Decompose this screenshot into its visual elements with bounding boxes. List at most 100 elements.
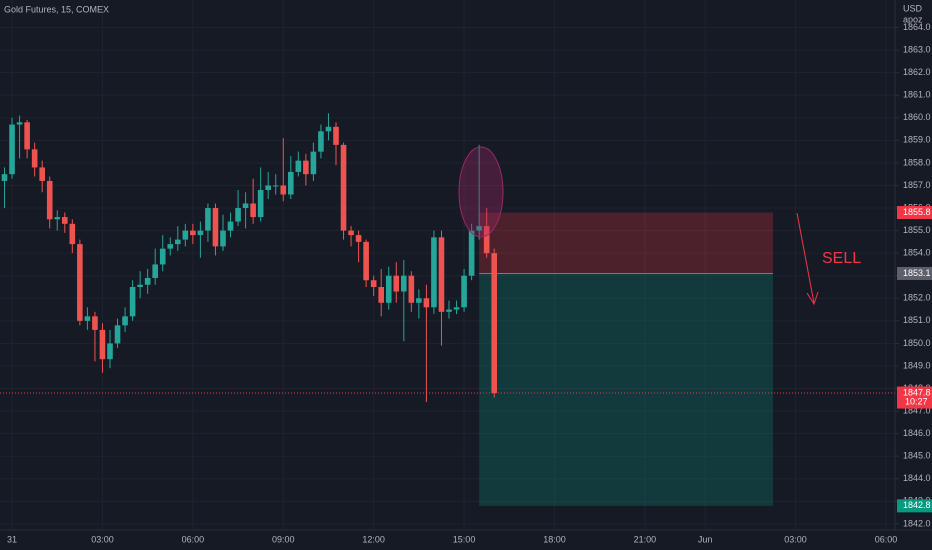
x-tick-label: 18:00 bbox=[543, 534, 566, 544]
currency: USD bbox=[903, 3, 923, 13]
candle-body bbox=[363, 241, 369, 281]
x-tick-label: 03:00 bbox=[91, 534, 114, 544]
candle-body bbox=[16, 122, 23, 125]
x-tick-label: 06:00 bbox=[875, 534, 898, 544]
axes: 1842.01843.01844.01845.01846.01847.01848… bbox=[7, 22, 932, 544]
y-tick-label: 1854.0 bbox=[903, 248, 931, 258]
candle-body bbox=[303, 160, 309, 175]
candle-body bbox=[159, 248, 166, 265]
candle-body bbox=[280, 185, 287, 195]
y-tick-label: 1847.0 bbox=[903, 405, 931, 415]
candle-body bbox=[333, 126, 339, 145]
stop-zone bbox=[479, 212, 773, 274]
candle-body bbox=[129, 286, 136, 317]
y-tick-label: 1844.0 bbox=[903, 473, 931, 483]
candle-body bbox=[46, 180, 53, 220]
candle-body bbox=[190, 230, 196, 236]
candle-body bbox=[197, 230, 204, 236]
candle-body bbox=[431, 237, 437, 308]
price-tag-label: 1842.8 bbox=[903, 500, 931, 510]
candle-body bbox=[476, 226, 482, 231]
candle-body bbox=[453, 307, 460, 310]
x-tick-label: 09:00 bbox=[272, 534, 295, 544]
candle-body bbox=[107, 343, 113, 360]
price-tag bbox=[897, 499, 932, 513]
y-tick-label: 1855.0 bbox=[903, 225, 931, 235]
candle-body bbox=[446, 309, 452, 312]
candle-body bbox=[205, 208, 211, 231]
candle-body bbox=[325, 126, 332, 132]
candle-body bbox=[144, 277, 151, 285]
candle-body bbox=[182, 230, 189, 240]
candle-body bbox=[152, 264, 158, 278]
candle-body bbox=[370, 280, 377, 287]
candle-body bbox=[461, 275, 467, 308]
grid bbox=[0, 0, 895, 530]
target-zone bbox=[479, 273, 773, 506]
candle-body bbox=[483, 226, 490, 254]
candle-body bbox=[92, 316, 98, 330]
candle-body bbox=[416, 298, 422, 303]
candle-body bbox=[174, 239, 181, 245]
candle-body bbox=[31, 149, 38, 168]
y-tick-label: 1852.0 bbox=[903, 293, 931, 303]
candle-body bbox=[220, 230, 226, 247]
time-axis bbox=[0, 530, 932, 550]
arrow-head bbox=[806, 291, 819, 306]
y-tick-label: 1857.0 bbox=[903, 180, 931, 190]
candle-body bbox=[242, 203, 249, 209]
candle-body bbox=[423, 298, 430, 308]
candle-body bbox=[84, 316, 91, 321]
candle-body bbox=[310, 151, 317, 175]
candle-body bbox=[122, 316, 128, 326]
candle-body bbox=[235, 208, 241, 222]
candle-body bbox=[9, 124, 15, 175]
candle-body bbox=[393, 275, 400, 292]
candle-body bbox=[39, 167, 45, 181]
y-tick-label: 1842.0 bbox=[903, 518, 931, 528]
y-tick-label: 1851.0 bbox=[903, 315, 931, 325]
x-tick-label: 21:00 bbox=[634, 534, 657, 544]
candle-body bbox=[61, 217, 68, 224]
y-tick-label: 1860.0 bbox=[903, 112, 931, 122]
candle-body bbox=[69, 223, 76, 245]
countdown: 10:27 bbox=[905, 396, 928, 406]
price-tag-label: 1855.8 bbox=[903, 207, 931, 217]
y-tick-label: 1849.0 bbox=[903, 360, 931, 370]
candle-body bbox=[385, 275, 392, 303]
y-tick-label: 1859.0 bbox=[903, 135, 931, 145]
arrow-line bbox=[796, 212, 815, 304]
chart-title: Gold Futures, 15, COMEX bbox=[4, 4, 109, 14]
candle-body bbox=[355, 235, 362, 242]
candle-body bbox=[24, 122, 30, 150]
x-tick-label: 12:00 bbox=[362, 534, 385, 544]
candle-body bbox=[212, 208, 219, 247]
price-tag bbox=[897, 266, 932, 280]
highlight-ellipse bbox=[458, 146, 504, 238]
candle-body bbox=[401, 275, 407, 292]
candle-body bbox=[137, 284, 143, 287]
plot bbox=[0, 113, 895, 506]
candle-body bbox=[272, 185, 279, 187]
candle-body bbox=[468, 230, 475, 276]
annotation-text: SELL bbox=[822, 250, 861, 267]
candle-body bbox=[114, 325, 121, 344]
price-tag-label: 1853.1 bbox=[903, 268, 931, 278]
x-tick-label: Jun bbox=[698, 534, 713, 544]
y-tick-label: 1862.0 bbox=[903, 67, 931, 77]
candle-body bbox=[77, 244, 83, 321]
x-tick-label: 03:00 bbox=[784, 534, 807, 544]
price-tag bbox=[897, 206, 932, 220]
y-tick-label: 1863.0 bbox=[903, 44, 931, 54]
y-tick-label: 1845.0 bbox=[903, 451, 931, 461]
candle-body bbox=[318, 131, 324, 152]
user: apoz bbox=[903, 14, 923, 24]
candle-body bbox=[99, 329, 106, 360]
y-tick-label: 1846.0 bbox=[903, 428, 931, 438]
candle-body bbox=[491, 253, 498, 394]
y-tick-label: 1858.0 bbox=[903, 157, 931, 167]
candle-body bbox=[257, 189, 264, 218]
y-tick-label: 1850.0 bbox=[903, 338, 931, 348]
y-tick-label: 1864.0 bbox=[903, 22, 931, 32]
candle-body bbox=[265, 185, 271, 190]
